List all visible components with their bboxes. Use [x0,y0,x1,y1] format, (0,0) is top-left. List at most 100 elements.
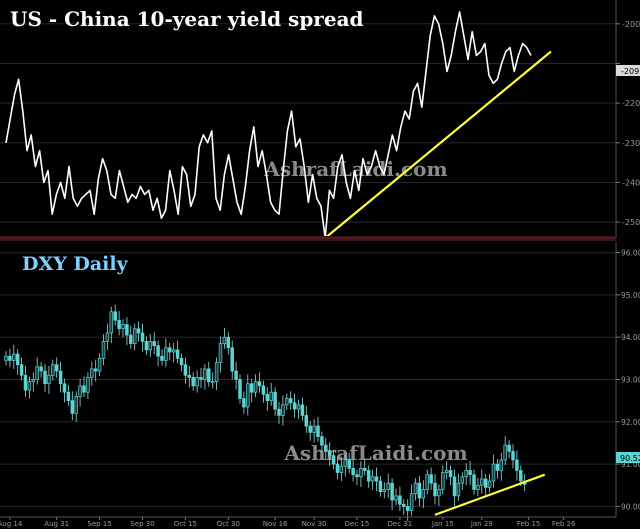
candle [511,444,515,469]
candle [487,473,492,493]
candle [152,332,156,355]
candle [47,365,51,394]
candle [175,340,180,364]
x-tick-label: Dec 31 [388,520,413,528]
dxy-y-tick-label: 91.00 [621,460,640,469]
candle [12,344,16,369]
candle [429,467,433,490]
candle [320,431,324,452]
spread-y-tick-label: -250 [622,218,640,227]
candle [331,450,336,470]
candle [4,351,8,366]
candle [246,374,250,416]
candle [433,473,437,505]
candle [43,363,47,393]
candle [324,437,328,460]
candle [366,465,371,488]
candle [304,406,309,433]
candle [156,340,160,367]
candle [390,478,394,511]
spread-y-tick-label: -230 [622,139,640,148]
candle [183,357,188,384]
candle [273,387,277,416]
x-tick-labels: Aug 14 Aug 31 Sep 15 Sep 30 Oct 15 Oct 30 Nov … [0,517,576,528]
candle [480,469,484,494]
candle [413,478,418,501]
candle [66,385,71,406]
candle [144,336,149,355]
candle [78,378,82,407]
dxy-y-tick-label: 92.00 [621,418,640,427]
candle [105,323,110,350]
candle [452,469,457,506]
candle [39,361,43,378]
candle [355,469,359,486]
candle [54,357,59,378]
candle [468,461,472,485]
x-tick-label: Dec 15 [345,520,370,528]
candle [218,336,223,373]
candle [101,334,106,366]
x-tick-label: Sep 30 [130,520,154,528]
spread-y-tick-label: -200 [622,20,640,29]
candle [90,361,94,386]
candle [460,471,465,490]
candle [456,473,461,501]
candle [382,482,387,499]
candle [195,370,199,393]
candle [249,378,254,403]
candle [207,361,211,387]
x-tick-label: Jan 29 [470,520,493,528]
candle [507,440,511,459]
x-axis: Aug 14 Aug 31 Sep 15 Sep 30 Oct 15 Oct 30 Nov … [0,516,616,528]
candle [93,359,98,382]
candle [398,486,402,512]
candle [82,376,86,398]
candle [370,469,375,490]
candle [19,357,24,381]
candle [31,372,36,392]
candle [347,452,351,474]
spread-last-value-badge: -209.2 [616,65,640,76]
candle [86,372,90,399]
candle [409,484,414,516]
candle [351,459,355,482]
candle [136,321,141,342]
candle [15,349,20,375]
x-tick-label: Sep 15 [87,520,111,528]
x-tick-label: Nov 16 [263,520,288,528]
spread-y-tick-label: -240 [622,178,640,187]
candle [339,456,344,482]
spread-gridlines [0,23,616,223]
spread-y-tick-labels: -200 -220 -230 -240 -250 [616,20,640,227]
x-tick-label: Oct 15 [174,520,197,528]
dxy-y-tick-labels: 90.00 91.00 92.00 93.00 94.00 95.00 96.00 [616,249,640,511]
candle [277,401,281,424]
candle [58,361,63,393]
candle [168,342,172,361]
dxy-y-tick-label: 96.00 [621,249,640,258]
candle [187,365,192,388]
candle [308,420,312,441]
candle [472,469,476,495]
x-tick-label: Oct 30 [217,520,240,528]
candle [464,463,468,486]
x-tick-label: Aug 14 [0,520,23,528]
spread-y-tick-label: -220 [622,99,640,108]
candle [171,342,176,363]
candle [296,399,301,420]
dxy-y-tick-label: 90.00 [621,502,640,511]
candle [199,368,203,388]
candle [265,387,270,411]
candle [491,454,496,488]
candle [148,334,153,357]
candle [335,456,340,480]
candle [444,461,449,480]
candle [448,465,453,486]
dxy-y-tick-label: 95.00 [621,291,640,300]
x-tick-label: Feb 26 [552,520,576,528]
candle [378,475,383,497]
candle [402,499,406,515]
candle [97,353,102,377]
